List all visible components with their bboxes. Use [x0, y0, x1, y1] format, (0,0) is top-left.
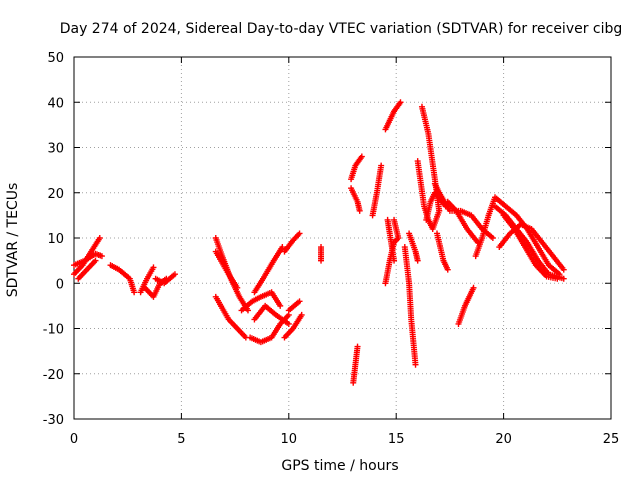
y-tick-label: 30: [47, 142, 64, 157]
data-point: [171, 271, 178, 278]
chart-title: Day 274 of 2024, Sidereal Day-to-day VTE…: [60, 21, 623, 37]
data-point: [444, 266, 451, 273]
data-point: [470, 284, 477, 291]
data-point: [279, 244, 286, 251]
data-point: [150, 264, 157, 271]
y-tick-label: -20: [43, 368, 64, 383]
y-tick-label: 40: [47, 96, 64, 111]
data-point: [296, 230, 303, 237]
y-tick-label: 0: [56, 277, 64, 292]
y-tick-label: 50: [47, 51, 64, 66]
data-point: [391, 216, 398, 223]
axis-ticks: [73, 56, 612, 420]
x-tick-label: 25: [603, 432, 620, 447]
x-axis-label: GPS time / hours: [281, 458, 398, 474]
data-point: [298, 311, 305, 318]
data-point: [318, 244, 325, 251]
data-point: [489, 235, 496, 241]
data-point: [378, 162, 385, 169]
data-point: [96, 235, 103, 241]
data-point: [412, 361, 419, 368]
data-point: [131, 289, 138, 296]
data-point: [560, 266, 567, 273]
data-points: [71, 99, 567, 386]
data-point: [358, 153, 365, 160]
data-point: [397, 99, 404, 106]
data-point: [354, 343, 361, 350]
y-tick-label: -10: [43, 323, 64, 338]
y-axis-label: SDTVAR / TECUs: [5, 183, 21, 298]
x-tick-label: 10: [281, 432, 298, 447]
data-point: [92, 257, 99, 264]
x-tick-label: 15: [388, 432, 405, 447]
data-point: [296, 298, 303, 305]
y-tick-label: 10: [47, 232, 64, 247]
x-tick-label: 20: [495, 432, 512, 447]
data-point: [414, 257, 421, 264]
data-point: [244, 307, 251, 314]
data-point: [436, 207, 443, 214]
data-point: [560, 275, 567, 282]
data-point: [98, 253, 105, 260]
y-tick-label: -30: [43, 413, 64, 428]
x-tick-label: 0: [70, 432, 78, 447]
data-point: [234, 284, 241, 291]
data-point: [554, 275, 561, 282]
data-point: [356, 207, 363, 214]
x-tick-label: 5: [177, 432, 185, 447]
data-point: [391, 257, 398, 264]
y-tick-labels: -30 -20 -10 0 10 20 30 40 50: [43, 51, 64, 428]
data-point: [285, 320, 292, 327]
y-tick-label: 20: [47, 187, 64, 202]
data-point: [277, 302, 284, 309]
x-tick-labels: 0 5 10 15 20 25: [70, 432, 619, 447]
